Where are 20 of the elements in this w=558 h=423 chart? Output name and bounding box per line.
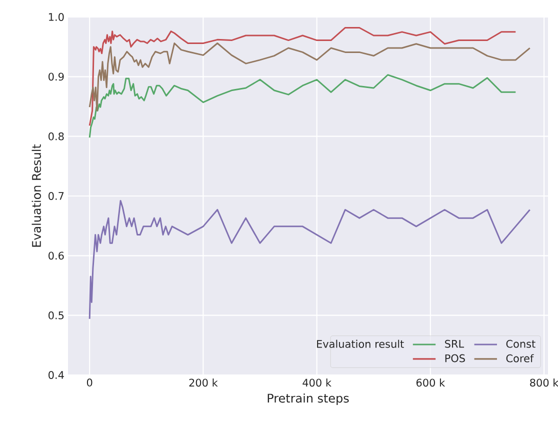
y-tick-label: 0.5 — [48, 311, 64, 320]
y-tick-label: 1.0 — [48, 13, 64, 21]
x-tick-label: 600 k — [416, 378, 446, 387]
legend-label: Const — [506, 340, 536, 348]
legend-title: Evaluation result — [317, 340, 404, 348]
y-tick-label: 0.8 — [48, 132, 64, 140]
x-tick-label: 400 k — [302, 378, 332, 387]
legend-label: SRL — [445, 340, 464, 348]
y-tick-label: 0.7 — [48, 192, 64, 200]
x-tick-label: 200 k — [189, 378, 218, 387]
y-tick-label: 0.4 — [48, 371, 64, 379]
x-tick-label: 0 — [86, 378, 92, 386]
y-tick-label: 0.9 — [48, 72, 64, 81]
line-series — [88, 200, 531, 320]
x-axis-title: Pretrain steps — [268, 393, 349, 406]
y-tick-label: 0.6 — [48, 252, 64, 260]
legend-label: POS — [445, 354, 465, 362]
line-series — [88, 74, 516, 138]
y-axis-title: Evaluation Result — [32, 144, 42, 247]
legend-label: Coref — [506, 354, 534, 362]
